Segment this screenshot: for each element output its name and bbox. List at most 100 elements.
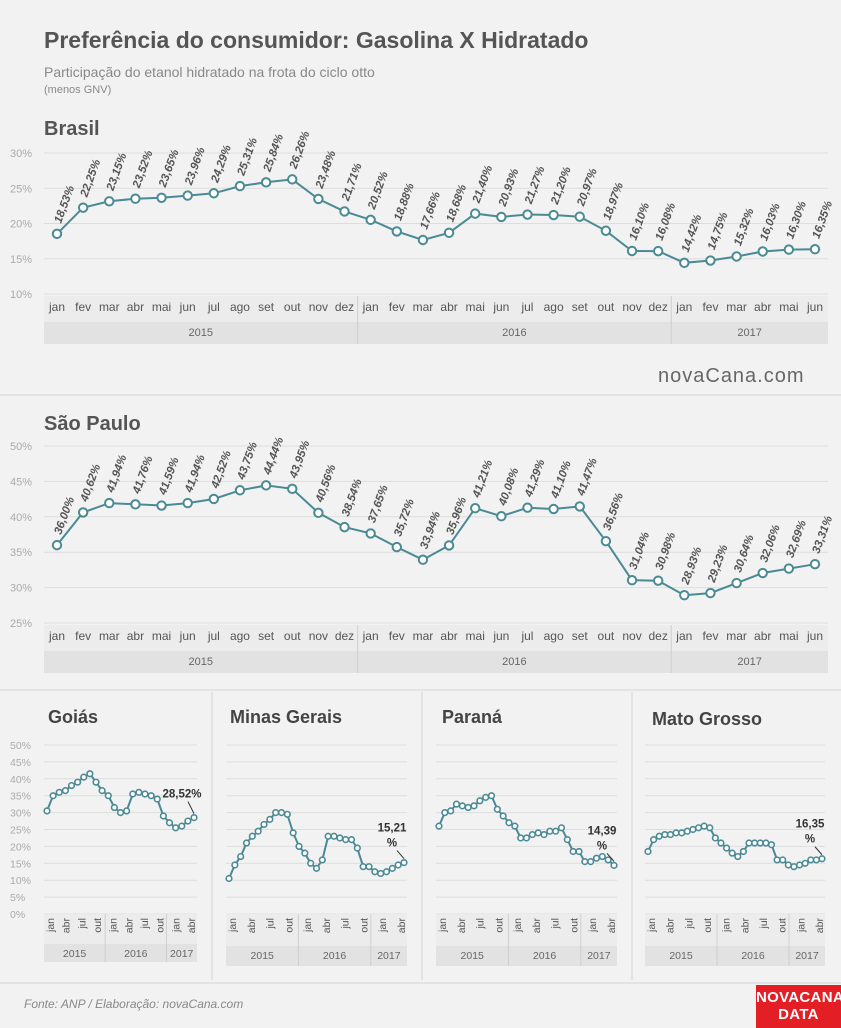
month-label: jul [207,629,220,643]
data-label: 24,29% [209,144,234,186]
data-label: 18,97% [601,181,626,222]
data-point [470,208,481,219]
data-point [652,245,664,257]
year-label: 2015 [63,948,87,960]
month-label: jan [721,918,733,933]
data-point [394,861,402,869]
data-point [700,822,708,830]
data-label: 41,94% [183,453,208,495]
data-label: 21,71% [340,162,365,204]
data-point [182,190,193,201]
logo-line-1: NOVACANA [756,989,841,1006]
month-label: jun [179,300,196,314]
y-tick-label: 40% [10,512,32,524]
y-tick-label: 20% [10,841,31,853]
month-label: mar [99,629,120,643]
y-tick-label: 30% [10,583,32,595]
y-tick-label: 0% [10,909,25,921]
month-axis-band [44,296,828,322]
data-point [511,822,519,830]
data-point [182,497,193,509]
y-tick-label: 5% [10,892,25,904]
month-label: dez [335,300,354,314]
data-label: 23,48% [314,149,339,191]
month-label: jun [492,300,509,314]
y-tick-label: 15% [10,254,32,266]
month-label: jul [139,918,151,930]
data-point [574,501,585,512]
data-point [307,859,315,867]
month-label: abr [396,918,408,934]
month-label: jan [170,918,182,933]
data-point [604,856,612,864]
year-label: 2015 [461,950,485,962]
data-point [400,858,408,867]
data-point [116,808,125,817]
year-label: 2017 [170,948,194,960]
data-label: 15,32% [732,207,757,248]
data-point [342,836,350,844]
label-leader-line [606,853,615,862]
data-point [470,802,478,810]
data-point [464,803,472,812]
data-label: 37,65% [366,484,391,525]
data-point [104,497,115,509]
month-label: dez [648,300,667,314]
data-point [767,841,776,849]
label-leader-line [187,801,195,814]
month-label: out [284,300,301,314]
y-tick-label: 40% [10,774,31,786]
y-tick-label: 20% [10,219,32,231]
data-label: 43,75% [235,441,260,483]
data-point [679,589,690,601]
data-point [689,825,697,834]
month-label: abr [127,300,144,314]
chart-são-paulo: São Paulo 25% 30% 35% 40% 45% 50% 2015 2016 2017 j… [10,413,835,673]
data-label: 40,08% [497,466,522,508]
month-label: mar [726,629,747,643]
month-label: abr [246,918,258,934]
data-point [476,797,484,805]
data-label: 41,21% [470,458,495,500]
series-line [56,484,816,597]
data-point [784,861,792,869]
last-value-label-unit: % [387,838,397,850]
month-label: out [598,629,615,643]
data-point [172,824,180,832]
data-point [266,815,274,823]
data-point [347,836,356,844]
data-point [557,824,566,832]
month-label: set [572,300,589,314]
data-point [242,839,251,847]
month-label: out [92,918,104,933]
data-point [77,202,89,213]
data-point [104,792,112,800]
year-label: 2017 [737,656,761,668]
data-point [610,861,618,869]
data-point [482,793,490,801]
data-point [130,499,141,510]
data-point [234,485,246,496]
data-point [77,507,89,518]
data-point [600,535,612,547]
data-label: 16,10% [628,201,653,242]
data-point [123,807,131,815]
chart-title: Brasil [44,118,100,140]
month-label: jan [795,918,807,933]
year-label: 2017 [587,950,611,962]
data-point [528,830,536,839]
data-point [809,244,821,255]
data-point [452,800,461,808]
y-tick-label: 35% [10,547,32,559]
y-tick-label: 45% [10,476,32,488]
data-point [208,493,220,505]
data-point [795,861,804,869]
month-label: jan [45,918,57,933]
data-point [208,188,220,199]
data-label: 23,65% [157,148,182,190]
month-label: abr [814,918,826,934]
month-label: nov [309,629,328,643]
month-label: mar [413,629,434,643]
data-point [51,539,63,551]
